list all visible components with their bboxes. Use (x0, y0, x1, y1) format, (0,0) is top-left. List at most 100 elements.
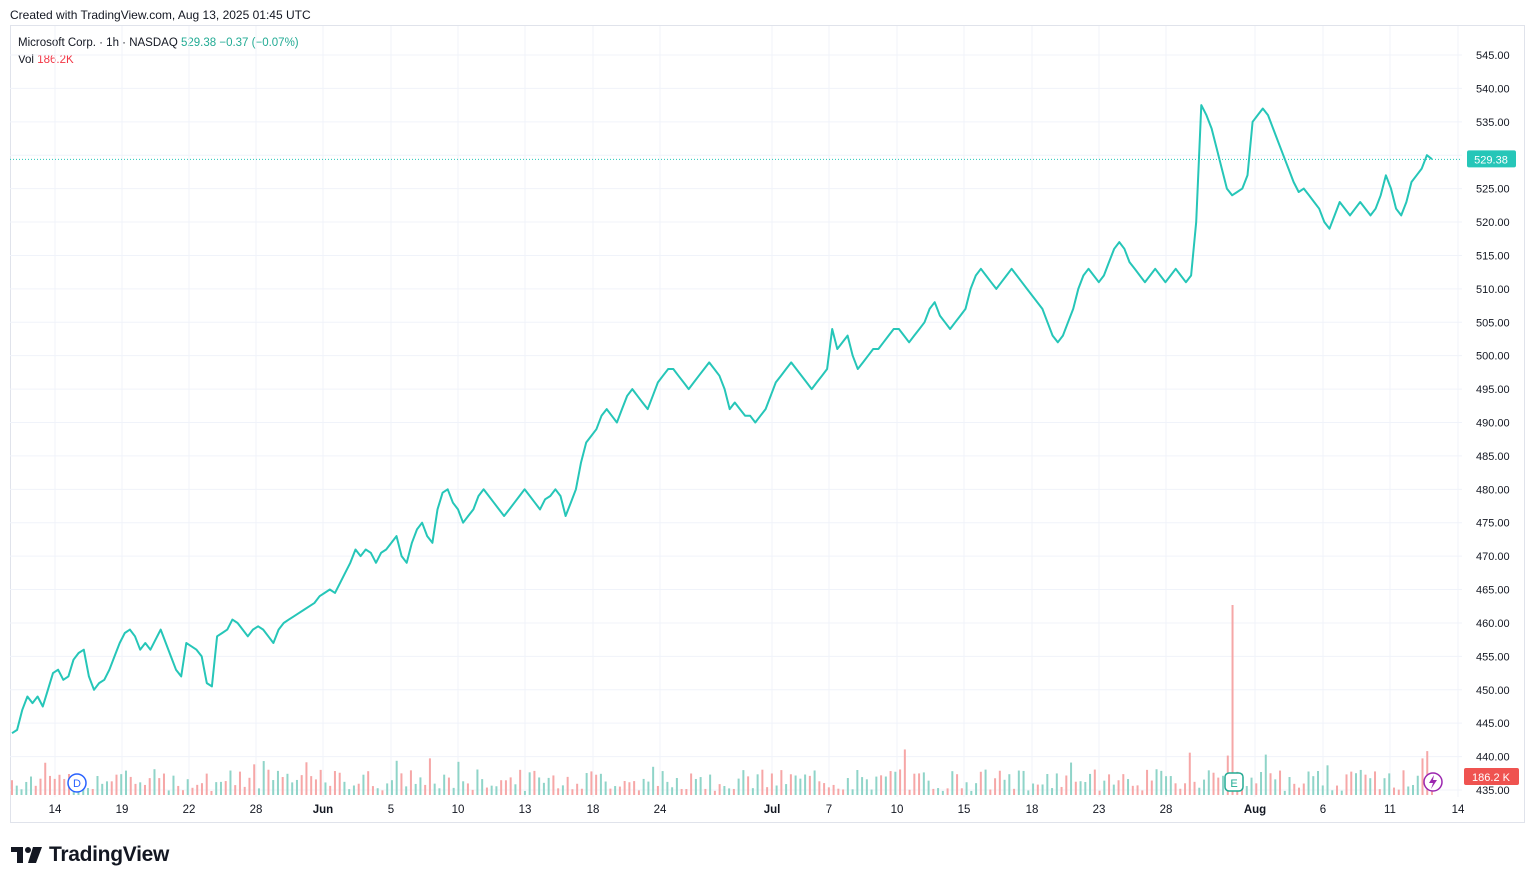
volume-bar (851, 789, 854, 795)
volume-bar (1383, 778, 1386, 795)
volume-bar (785, 784, 788, 795)
volume-bar (1036, 784, 1039, 795)
volume-bar (1198, 787, 1201, 795)
volume-bar (11, 780, 13, 795)
earnings-marker: E (1224, 772, 1244, 792)
y-tick-label: 475.00 (1476, 518, 1510, 530)
volume-bar (723, 786, 726, 795)
volume-bar (523, 790, 526, 795)
volume-bar (466, 783, 469, 795)
volume-bar (257, 788, 260, 795)
volume-bar (447, 777, 450, 795)
volume-bar (1331, 790, 1334, 795)
volume-bar (433, 783, 436, 795)
volume-bar (300, 775, 303, 795)
volume-bar (1374, 771, 1377, 795)
volume-bar (1279, 770, 1282, 795)
volume-bar (965, 782, 968, 795)
tradingview-brand[interactable]: TradingView (11, 843, 169, 867)
volume-bar (927, 780, 930, 795)
volume-bar (946, 788, 949, 795)
volume-bar (728, 788, 731, 795)
chart-layer: 545.00540.00535.00530.00525.00520.00515.… (10, 26, 1519, 816)
volume-bar (162, 773, 165, 795)
volume-bar (129, 776, 132, 795)
volume-bar (424, 784, 427, 795)
volume-bar (1188, 752, 1191, 795)
y-tick-label: 470.00 (1476, 551, 1510, 563)
volume-bar (1293, 783, 1296, 795)
volume-bar (794, 775, 797, 795)
volume-bar (329, 785, 332, 795)
volume-bar (1032, 783, 1035, 795)
dividend-letter: D (73, 778, 81, 790)
volume-bar (53, 778, 56, 795)
volume-bar (547, 777, 550, 795)
volume-bar (1345, 774, 1348, 795)
x-tick-label: 10 (891, 804, 904, 816)
x-tick-label: Jun (313, 804, 333, 816)
y-tick-label: 435.00 (1476, 785, 1510, 797)
volume-bar (91, 789, 94, 795)
volume-bar (1146, 769, 1149, 795)
x-tick-label: 24 (654, 804, 667, 816)
volume-bar (262, 761, 265, 795)
volume-bar (590, 771, 593, 795)
volume-bar (48, 775, 51, 795)
volume-bar (200, 783, 203, 795)
volume-bar (414, 783, 417, 795)
volume-bar (291, 782, 294, 795)
volume-bar (979, 771, 982, 795)
volume-bar (1084, 781, 1087, 795)
volume-bar (704, 788, 707, 795)
volume-badge-bg (1464, 768, 1519, 785)
y-tick-label: 545.00 (1476, 50, 1510, 62)
volume-bar (552, 775, 555, 795)
legend-vol-label[interactable]: Vol (18, 54, 34, 66)
y-tick-label: 515.00 (1476, 250, 1510, 262)
volume-bar (409, 770, 412, 795)
created-with-text: Created with TradingView.com, Aug 13, 20… (10, 8, 311, 22)
y-tick-label: 480.00 (1476, 484, 1510, 496)
legend-symbol[interactable]: Microsoft Corp. · 1h · NASDAQ (18, 37, 178, 49)
volume-bar (846, 778, 849, 795)
volume-bar (105, 781, 108, 795)
volume-bar (951, 771, 954, 795)
x-tick-label: 10 (452, 804, 465, 816)
legend-price: 529.38 (180, 37, 217, 49)
volume-bar (158, 778, 161, 795)
x-tick-label: 19 (116, 804, 129, 816)
volume-bar (1393, 787, 1396, 795)
volume-bar (276, 770, 279, 795)
volume-bar (281, 777, 284, 795)
volume-bar (685, 789, 688, 795)
volume-bar (604, 781, 607, 795)
volume-bar (989, 789, 992, 795)
volume-bar (1169, 776, 1172, 795)
volume-bar (253, 764, 256, 795)
volume-bar (1245, 786, 1248, 795)
volume-bar (1074, 781, 1077, 795)
volume-bar (937, 788, 940, 795)
volume-bar (780, 770, 783, 795)
volume-bar (884, 776, 887, 795)
volume-bar (438, 788, 441, 795)
x-tick-label: 11 (1384, 804, 1396, 816)
volume-bar (134, 783, 137, 795)
volume-bar (1350, 771, 1353, 795)
volume-bar (143, 784, 146, 795)
volume-bar (571, 789, 574, 795)
volume-bar (789, 774, 792, 795)
volume-bar (210, 790, 213, 795)
volume-bar (599, 773, 602, 795)
lightning-bolt (1429, 775, 1437, 789)
volume-bar (680, 788, 683, 795)
volume-bar (737, 778, 740, 795)
x-tick-label: 14 (1452, 804, 1465, 816)
x-tick-label: 13 (519, 804, 532, 816)
volume-bar (908, 789, 911, 795)
volume-bar (647, 781, 650, 795)
volume-bar (813, 770, 816, 795)
volume-bar (1355, 773, 1358, 795)
